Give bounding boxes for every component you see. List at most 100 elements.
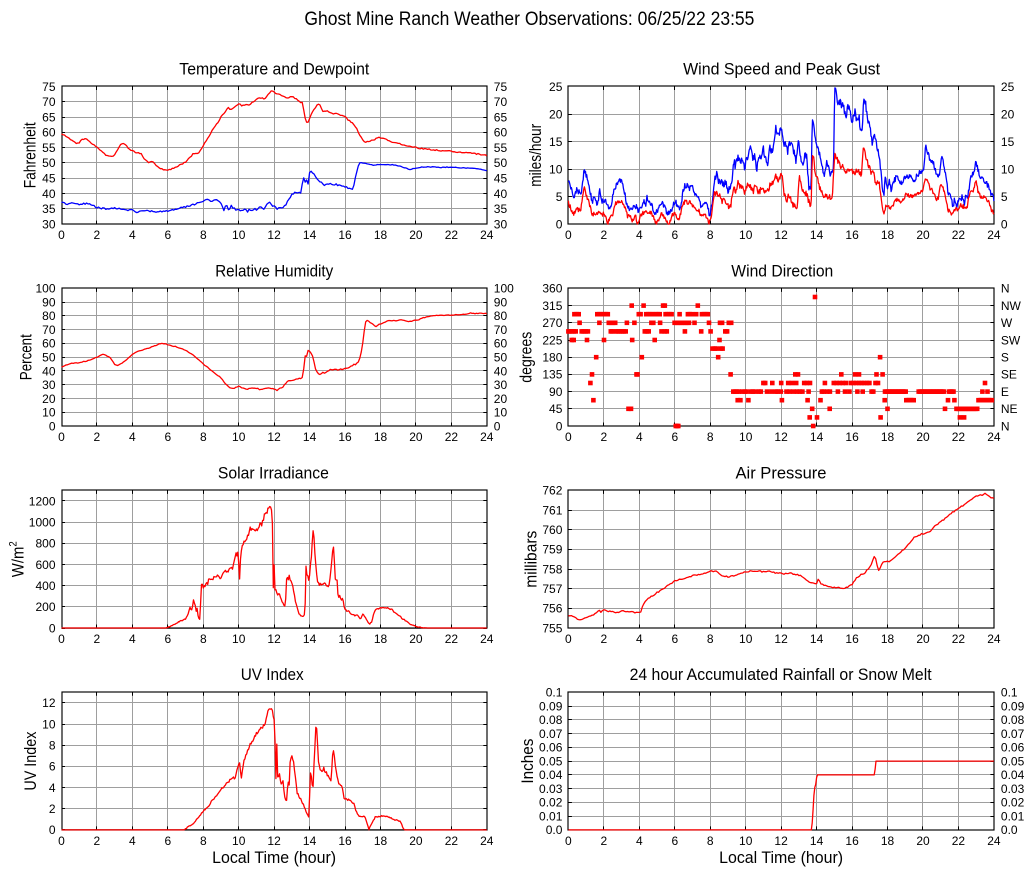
svg-text:80: 80 — [42, 309, 56, 323]
svg-text:30: 30 — [42, 217, 56, 231]
svg-text:0.03: 0.03 — [1001, 782, 1025, 796]
svg-text:Air Pressure: Air Pressure — [736, 463, 827, 482]
svg-text:2: 2 — [49, 802, 56, 816]
svg-text:4: 4 — [129, 430, 136, 444]
svg-text:16: 16 — [338, 430, 352, 444]
svg-text:20: 20 — [409, 632, 423, 646]
svg-text:2: 2 — [601, 430, 608, 444]
svg-text:4: 4 — [636, 430, 643, 444]
svg-text:Percent: Percent — [16, 334, 35, 380]
svg-text:25: 25 — [549, 80, 563, 94]
svg-text:16: 16 — [845, 430, 859, 444]
svg-text:50: 50 — [494, 351, 508, 365]
svg-text:10: 10 — [739, 228, 753, 242]
svg-text:W/m2: W/m2 — [8, 541, 28, 577]
svg-text:0.09: 0.09 — [539, 699, 563, 713]
svg-text:12: 12 — [267, 430, 281, 444]
svg-text:24: 24 — [480, 632, 494, 646]
svg-text:70: 70 — [494, 323, 508, 337]
svg-text:50: 50 — [494, 156, 508, 170]
svg-text:NW: NW — [1001, 299, 1022, 313]
svg-text:20: 20 — [409, 834, 423, 848]
svg-text:16: 16 — [338, 834, 352, 848]
svg-text:65: 65 — [494, 110, 508, 124]
svg-text:22: 22 — [445, 430, 459, 444]
svg-text:6: 6 — [671, 430, 678, 444]
svg-text:10: 10 — [494, 406, 508, 420]
svg-text:4: 4 — [129, 228, 136, 242]
svg-text:757: 757 — [542, 582, 562, 596]
svg-text:14: 14 — [810, 834, 824, 848]
svg-text:0: 0 — [1001, 217, 1008, 231]
svg-text:30: 30 — [494, 217, 508, 231]
svg-text:24: 24 — [987, 834, 1001, 848]
svg-text:12: 12 — [267, 834, 281, 848]
svg-text:8: 8 — [200, 430, 207, 444]
svg-text:14: 14 — [303, 228, 317, 242]
svg-text:1000: 1000 — [29, 516, 56, 530]
svg-text:6: 6 — [671, 632, 678, 646]
svg-text:12: 12 — [267, 228, 281, 242]
svg-text:W: W — [1001, 316, 1013, 330]
svg-text:0.08: 0.08 — [539, 713, 563, 727]
svg-text:0.04: 0.04 — [1001, 768, 1025, 782]
svg-text:0.0: 0.0 — [1001, 823, 1018, 837]
svg-text:80: 80 — [494, 309, 508, 323]
svg-text:270: 270 — [542, 316, 562, 330]
svg-text:18: 18 — [374, 228, 388, 242]
svg-text:4: 4 — [129, 834, 136, 848]
svg-text:16: 16 — [338, 228, 352, 242]
svg-text:70: 70 — [42, 95, 56, 109]
svg-text:800: 800 — [35, 537, 55, 551]
svg-text:761: 761 — [542, 503, 562, 517]
svg-text:0.05: 0.05 — [539, 754, 563, 768]
svg-text:0: 0 — [556, 419, 563, 433]
svg-text:0.0: 0.0 — [546, 823, 563, 837]
svg-text:6: 6 — [164, 834, 171, 848]
svg-text:45: 45 — [42, 172, 56, 186]
svg-text:55: 55 — [42, 141, 56, 155]
svg-text:758: 758 — [542, 562, 562, 576]
svg-text:65: 65 — [42, 110, 56, 124]
svg-text:60: 60 — [494, 337, 508, 351]
svg-text:18: 18 — [881, 632, 895, 646]
svg-text:2: 2 — [94, 834, 101, 848]
svg-text:4: 4 — [636, 228, 643, 242]
svg-text:4: 4 — [129, 632, 136, 646]
svg-text:8: 8 — [200, 228, 207, 242]
svg-text:6: 6 — [164, 228, 171, 242]
svg-text:4: 4 — [636, 632, 643, 646]
svg-text:Wind Speed and Peak Gust: Wind Speed and Peak Gust — [683, 59, 880, 78]
svg-text:NE: NE — [1001, 402, 1018, 416]
svg-text:24: 24 — [480, 834, 494, 848]
svg-text:0.02: 0.02 — [1001, 796, 1025, 810]
svg-text:24: 24 — [987, 430, 1001, 444]
svg-text:2: 2 — [601, 632, 608, 646]
svg-text:40: 40 — [494, 187, 508, 201]
svg-text:2: 2 — [601, 834, 608, 848]
svg-text:Local Time (hour): Local Time (hour) — [212, 848, 336, 867]
svg-text:15: 15 — [549, 135, 563, 149]
svg-text:12: 12 — [774, 834, 788, 848]
svg-text:0.06: 0.06 — [1001, 741, 1025, 755]
svg-text:Ghost Mine Ranch Weather Obser: Ghost Mine Ranch Weather Observations: 0… — [304, 9, 754, 30]
svg-text:760: 760 — [542, 523, 562, 537]
svg-text:0: 0 — [556, 217, 563, 231]
svg-text:10: 10 — [232, 632, 246, 646]
svg-text:14: 14 — [303, 632, 317, 646]
svg-text:2: 2 — [94, 632, 101, 646]
svg-text:6: 6 — [49, 760, 56, 774]
svg-text:UV Index: UV Index — [241, 665, 304, 684]
svg-text:60: 60 — [494, 126, 508, 140]
svg-text:45: 45 — [549, 402, 563, 416]
svg-text:E: E — [1001, 385, 1009, 399]
svg-text:0.02: 0.02 — [539, 796, 563, 810]
svg-text:40: 40 — [42, 187, 56, 201]
svg-text:70: 70 — [494, 95, 508, 109]
svg-text:Solar Irradiance: Solar Irradiance — [218, 463, 329, 482]
svg-text:30: 30 — [42, 378, 56, 392]
svg-text:200: 200 — [35, 600, 55, 614]
svg-text:SW: SW — [1001, 333, 1021, 347]
svg-text:12: 12 — [42, 696, 56, 710]
svg-text:10: 10 — [739, 430, 753, 444]
